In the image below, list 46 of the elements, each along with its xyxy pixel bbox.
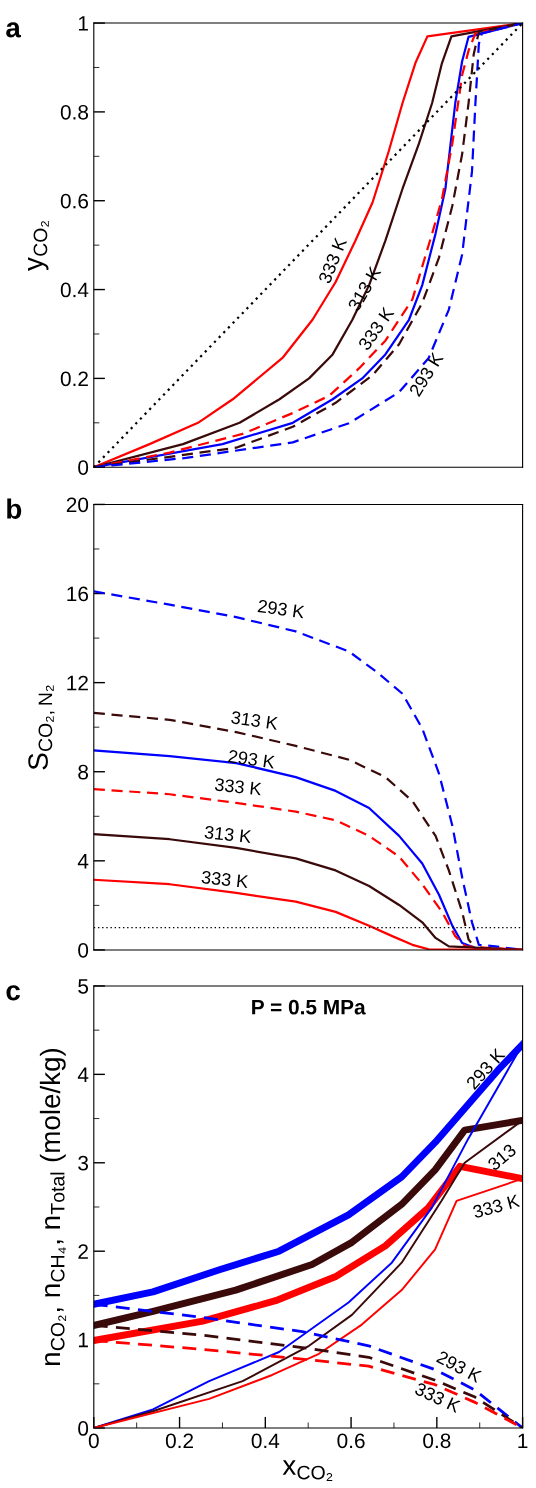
text: b — [7, 498, 22, 519]
annotation: 333 K — [201, 870, 249, 889]
x-tick-label: 0.8 — [423, 1433, 451, 1449]
y-tick-label: 0 — [78, 1421, 89, 1436]
annotation: P = 0.5 MPa — [252, 999, 366, 1015]
y-axis-title: S$_{CO₂,N₂}$ — [28, 685, 55, 770]
annotation: 333 K — [472, 1194, 521, 1219]
x-tick-label: 0.4 — [251, 1433, 280, 1449]
y-tick-label: 0 — [78, 460, 89, 475]
y-tick-label: 8 — [78, 764, 89, 780]
y-tick-label: 20 — [66, 497, 89, 513]
annotation: 293 K — [228, 749, 276, 769]
y-tick-label: 1 — [78, 1332, 88, 1348]
annotation: 313 K — [347, 265, 382, 312]
y-tick-label: 0.6 — [60, 193, 89, 209]
x-tick-label: 0.6 — [337, 1433, 365, 1449]
y-tick-label: 5 — [78, 979, 89, 994]
text: a — [6, 22, 21, 38]
text: c — [6, 985, 20, 1001]
y-tick-label: 0.8 — [60, 104, 89, 120]
y-tick-label: 1 — [78, 16, 88, 31]
y-tick-label: 0.2 — [60, 371, 88, 387]
y-tick-label: 0 — [78, 942, 89, 958]
annotation: 293 K — [408, 351, 444, 398]
y-axis-title: y$_{CO₂}$ — [28, 221, 49, 271]
annotation: 313 K — [204, 825, 252, 844]
annotation: 333 K — [414, 1381, 462, 1414]
annotation: 333 K — [317, 236, 348, 285]
annotation: 293 K — [465, 1047, 506, 1091]
y-tick-label: 2 — [78, 1244, 88, 1259]
y-tick-label: 4 — [77, 854, 89, 869]
annotation: 333 K — [214, 777, 262, 796]
x-axis-title: x$_{CO₂}$ — [282, 1460, 333, 1481]
annotation: 293 K — [435, 1350, 483, 1384]
y-tick-label: 4 — [77, 1067, 89, 1082]
y-tick-label: 12 — [67, 675, 88, 691]
x-tick-label: 0 — [88, 1433, 99, 1449]
y-tick-label: 3 — [78, 1155, 89, 1171]
y-tick-label: 0.4 — [60, 282, 89, 298]
y-axis-title: n$_{CO₂}$, n$_{CH₄}$, n$_{Total}$ (mole/kg) — [39, 1048, 67, 1366]
x-tick-label: 1 — [518, 1433, 528, 1448]
annotation: 313 — [486, 1143, 517, 1172]
annotation: 313 K — [230, 710, 279, 730]
annotation: 293 K — [257, 599, 306, 619]
x-tick-label: 0.2 — [165, 1433, 193, 1449]
y-tick-label: 16 — [67, 586, 89, 602]
